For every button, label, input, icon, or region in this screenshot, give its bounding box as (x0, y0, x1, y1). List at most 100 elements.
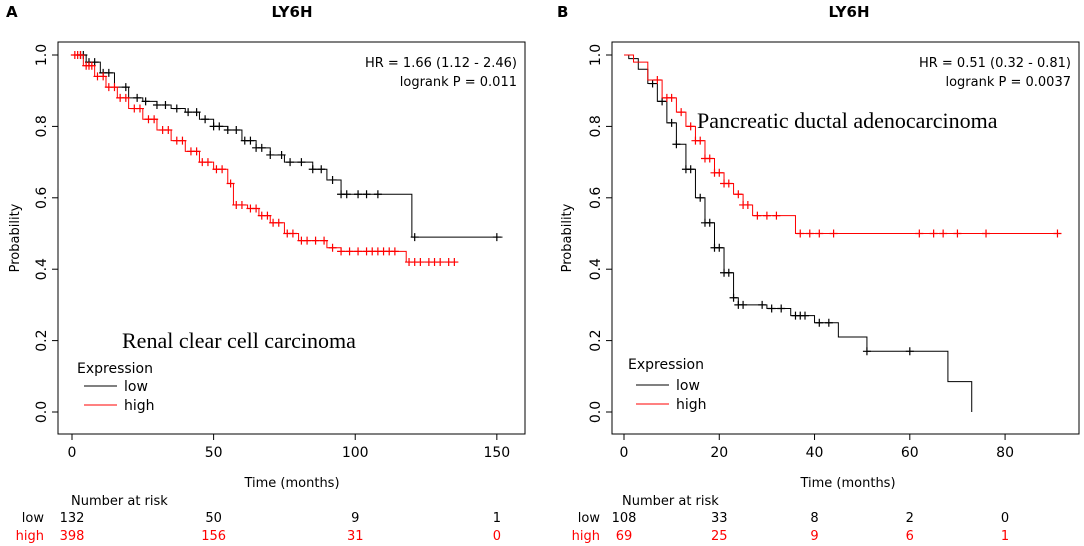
censor-mark-high (110, 83, 119, 92)
censor-mark-high (416, 258, 425, 267)
risk-value-high: 69 (616, 529, 633, 544)
panel-b-ylabel: Probability (560, 203, 575, 272)
censor-mark-high (192, 147, 201, 156)
censor-mark-low (373, 190, 382, 199)
risk-value-high: 1 (1001, 529, 1009, 544)
censor-mark-low (705, 218, 714, 227)
censor-mark-low (257, 143, 266, 152)
risk-value-high: 25 (711, 529, 728, 544)
censor-mark-low (815, 318, 824, 327)
censor-mark-high (164, 125, 173, 134)
panel-a-xlabel: Time (months) (243, 476, 339, 491)
panel-b-curves (624, 54, 1062, 412)
censor-mark-high (724, 179, 733, 188)
censor-mark-low (215, 122, 224, 131)
censor-mark-high (743, 200, 752, 209)
censor-mark-high (696, 136, 705, 145)
censor-mark-high (705, 154, 714, 163)
panel-a-ytick-label: 1.0 (34, 44, 50, 66)
risk-value-low: 2 (906, 511, 914, 526)
censor-mark-high (436, 258, 445, 267)
censor-mark-high (178, 136, 187, 145)
censor-mark-high (121, 93, 130, 102)
panel-a-ytick-label: 0.8 (34, 115, 50, 137)
risk-value-high: 0 (493, 529, 501, 544)
risk-value-low: 108 (612, 511, 637, 526)
panel-a-xtick-label: 100 (342, 445, 369, 461)
risk-value-low: 9 (351, 511, 359, 526)
censor-mark-high (150, 115, 159, 124)
panel-b-risk-header: Number at risk (622, 494, 719, 509)
censor-mark-high (311, 236, 320, 245)
panel-b-title: LY6H (828, 3, 869, 21)
censor-mark-low (739, 300, 748, 309)
panel-a-label: A (6, 3, 18, 21)
censor-mark-high (805, 229, 814, 238)
censor-mark-low (767, 304, 776, 313)
censor-mark-low (724, 268, 733, 277)
censor-mark-low (133, 93, 142, 102)
panel-a-logrank: logrank P = 0.011 (400, 75, 517, 90)
panel-a-risk-header: Number at risk (71, 494, 168, 509)
censor-mark-high (320, 236, 329, 245)
panel-b-ytick-label: 1.0 (588, 44, 604, 66)
panel-a-plot-frame (57, 41, 526, 435)
panel-a-xtick-label: 50 (205, 445, 223, 461)
censor-mark-low (729, 293, 738, 302)
censor-mark-high (328, 243, 337, 252)
censor-mark-low (758, 300, 767, 309)
panel-a-risk-values: 132 50 9 1 398 156 31 0 (60, 511, 501, 544)
panel-a-ytick-label: 0.4 (34, 258, 50, 280)
censor-mark-high (218, 165, 227, 174)
panel-b-cancer-type: Pancreatic ductal adenocarcinoma (697, 108, 998, 133)
risk-value-low: 8 (810, 511, 818, 526)
censor-mark-high (734, 190, 743, 199)
risk-value-high: 398 (60, 529, 85, 544)
panel-a-risk-table: Number at risk low high 132 50 9 1 398 156 31 0 (16, 494, 501, 544)
censor-mark-high (667, 93, 676, 102)
censor-mark-high (1053, 229, 1062, 238)
panel-b-risk-low-group: low (578, 511, 601, 526)
censor-mark-high (939, 229, 948, 238)
censor-mark-high (815, 229, 824, 238)
censor-mark-high (76, 51, 85, 59)
censor-mark-low (362, 190, 371, 199)
panel-b-risk-table: Number at risk low high 108 33 8 2 0 69 25 9 6 1 (572, 494, 1010, 544)
censor-mark-high (135, 104, 144, 113)
panel-a-legend-high-label: high (124, 398, 155, 414)
censor-mark-low (308, 165, 317, 174)
censor-mark-high (390, 247, 399, 256)
censor-mark-high (982, 229, 991, 238)
panel-a-risk-high-group: high (16, 529, 44, 544)
censor-mark-high (252, 204, 261, 213)
censor-mark-low (862, 347, 871, 356)
panel-b-ytick-label: 0.8 (588, 115, 604, 137)
censor-mark-high (715, 168, 724, 177)
censor-mark-high (929, 229, 938, 238)
risk-value-low: 132 (60, 511, 85, 526)
censor-mark-low (152, 100, 161, 109)
censor-mark-low (492, 233, 501, 242)
censor-mark-low (715, 243, 724, 252)
risk-value-low: 1 (493, 511, 501, 526)
panel-a-hr: HR = 1.66 (1.12 - 2.46) (365, 56, 517, 71)
risk-value-high: 6 (906, 529, 914, 544)
risk-value-high: 156 (201, 529, 226, 544)
panel-b-hr: HR = 0.51 (0.32 - 0.81) (919, 56, 1071, 71)
censor-mark-low (317, 165, 326, 174)
censor-mark-low (648, 79, 657, 88)
censor-mark-high (653, 75, 662, 84)
censor-mark-low (192, 108, 201, 117)
censor-mark-low (172, 104, 181, 113)
censor-mark-high (237, 200, 246, 209)
censor-mark-low (672, 140, 681, 149)
panel-a-ytick-label: 0.0 (34, 401, 50, 423)
censor-mark-low (246, 136, 255, 145)
panel-b-logrank: logrank P = 0.0037 (945, 75, 1071, 90)
censor-mark-low (141, 97, 150, 106)
panel-a-xtick-label: 150 (483, 445, 510, 461)
censor-mark-low (354, 190, 363, 199)
panel-a-risk-low-group: low (22, 511, 45, 526)
panel-a-xtick-label: 0 (68, 445, 77, 461)
